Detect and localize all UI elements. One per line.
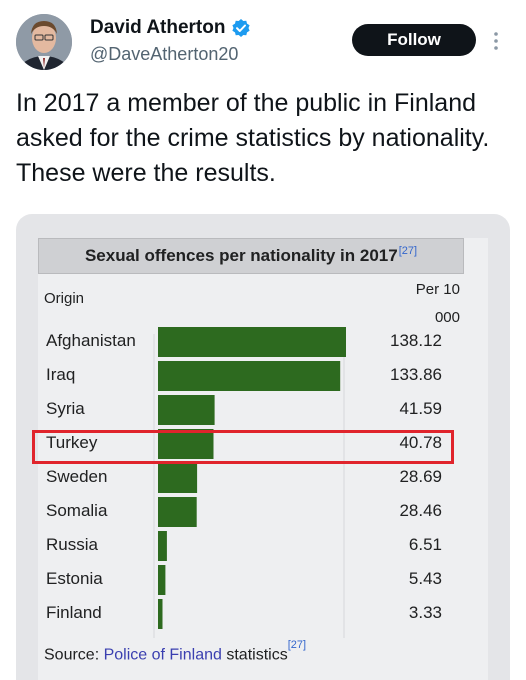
column-header-origin: Origin [44,290,85,307]
author-name[interactable]: David Atherton [90,17,226,38]
row-value-turkey: 40.78 [399,433,442,452]
row-origin-sweden: Sweden [46,467,108,486]
author-block: David Atherton @DaveAtherton20 [90,17,251,65]
more-vertical-icon[interactable] [493,31,499,51]
row-value-finland: 3.33 [408,603,442,622]
statistics-table: Sexual offences per nationality in 2017[… [32,238,488,680]
row-origin-turkey: Turkey [46,433,98,452]
avatar-image [16,14,72,70]
bar-syria [158,395,215,425]
tweet-text: In 2017 a member of the public in Finlan… [16,89,490,187]
bar-sweden [158,463,198,493]
column-header-per-10000: Per 10 000 [415,281,460,326]
row-value-afghanistan: 138.12 [390,331,442,350]
row-value-estonia: 5.43 [408,569,442,588]
bar-chart [153,327,346,638]
turkey-highlight-box [32,430,454,464]
row-origin-russia: Russia [46,535,98,554]
bar-estonia [158,565,166,595]
source-prefix: Source: [44,646,100,664]
row-origin-somalia: Somalia [46,501,108,520]
bar-russia [158,531,167,561]
source-suffix: statistics [226,646,288,664]
verified-badge-icon [231,18,251,38]
row-value-iraq: 133.86 [390,365,442,384]
row-origin-syria: Syria [46,399,85,418]
table-caption: Sexual offences per nationality in 2017[… [38,238,464,274]
source-reference[interactable]: [27] [287,639,307,651]
tweet-image[interactable]: Sexual offences per nationality in 2017[… [16,214,510,680]
row-origin-finland: Finland [46,603,102,622]
bar-finland [158,599,163,629]
row-value-sweden: 28.69 [399,467,442,486]
avatar[interactable] [16,14,72,70]
row-origin-estonia: Estonia [46,569,103,588]
bar-afghanistan [158,327,346,357]
row-value-russia: 6.51 [408,535,442,554]
row-value-syria: 41.59 [399,399,442,418]
author-handle[interactable]: @DaveAtherton20 [90,44,239,64]
row-origin-iraq: Iraq [46,365,76,384]
source-link[interactable]: Police of Finland [103,646,222,664]
bar-somalia [158,497,197,527]
row-origin-afghanistan: Afghanistan [46,331,136,350]
bar-iraq [158,361,341,391]
table-caption-text: Sexual offences per nationality in 2017 [84,246,398,265]
bar-turkey [158,429,214,459]
caption-reference[interactable]: [27] [398,245,418,257]
row-value-somalia: 28.46 [399,501,442,520]
source-line: Source: Police of Finland statistics[27] [44,639,306,664]
follow-button[interactable]: Follow [352,24,476,56]
